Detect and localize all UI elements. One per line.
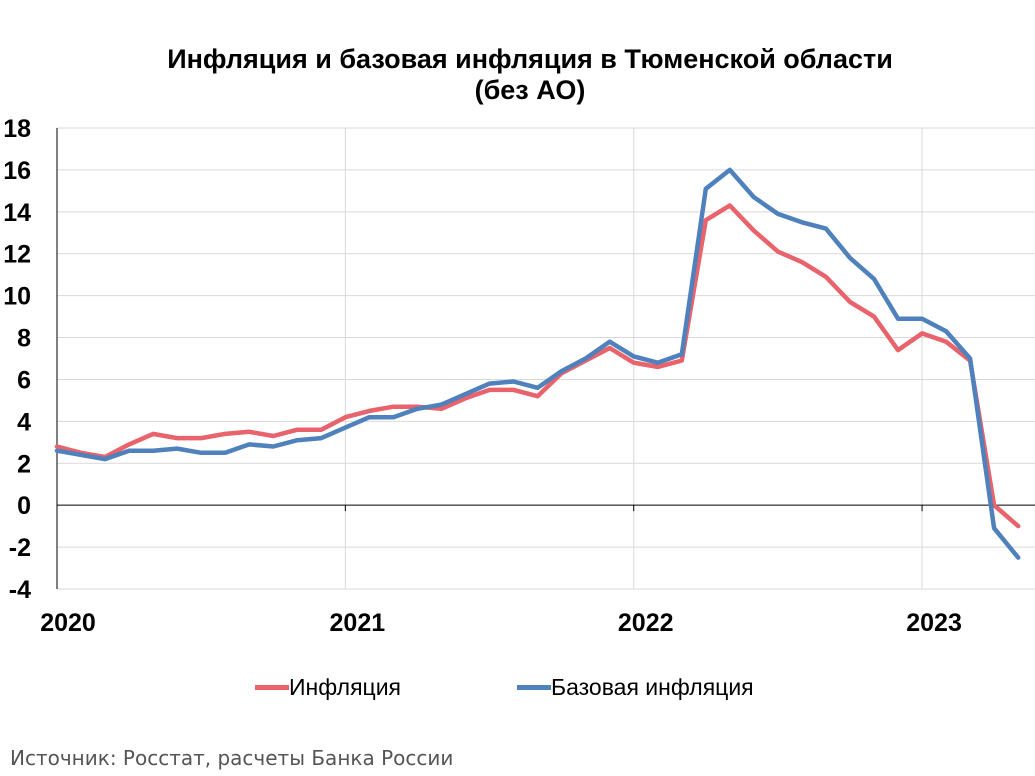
chart-title-main: Инфляция и базовая инфляция в Тюменской … <box>167 44 893 74</box>
x-tick-label: 2021 <box>330 609 386 637</box>
axes <box>56 128 1035 589</box>
y-tick-labels: 18 16 14 12 10 8 6 4 2 0 -2 -4 <box>3 115 31 604</box>
y-tick-label: 16 <box>3 157 31 185</box>
series-line-inflation <box>54 203 1021 529</box>
y-tick-label: 10 <box>3 283 31 311</box>
legend-label-inflation: Инфляция <box>289 673 402 700</box>
x-tick-label: 2023 <box>906 609 962 637</box>
source-note: Источник: Росстат, расчеты Банка России <box>10 746 454 770</box>
legend-swatch-core-inflation <box>517 684 551 690</box>
grid-lines <box>57 127 1035 590</box>
series-lines <box>54 167 1021 560</box>
y-tick-label: -2 <box>9 534 31 562</box>
x-tick-label: 2020 <box>40 609 96 637</box>
x-tick-label: 2022 <box>618 609 674 637</box>
y-tick-label: 8 <box>17 325 31 353</box>
legend-swatch-inflation <box>255 684 289 690</box>
y-tick-label: 4 <box>17 408 31 436</box>
y-tick-label: 18 <box>3 115 31 143</box>
y-tick-label: -4 <box>9 576 31 604</box>
legend-label-core-inflation: Базовая инфляция <box>551 673 754 700</box>
y-tick-label: 0 <box>17 492 31 520</box>
legend-item-core-inflation: Базовая инфляция <box>517 671 754 703</box>
chart-title: Инфляция и базовая инфляция в Тюменской … <box>0 44 1035 106</box>
legend-item-inflation: Инфляция <box>255 671 401 703</box>
x-tick-labels: 2020 2021 2022 2023 <box>40 609 962 637</box>
line-chart: 18 16 14 12 10 8 6 4 2 0 -2 -4 2020 2021 2022 2023 <box>3 115 1035 637</box>
legend: Инфляция Базовая инфляция <box>0 671 1035 703</box>
y-tick-label: 2 <box>17 450 31 478</box>
y-tick-label: 12 <box>3 241 31 269</box>
y-tick-label: 14 <box>3 199 31 227</box>
chart-subtitle: (без АО) <box>474 75 586 105</box>
y-tick-label: 6 <box>17 366 31 394</box>
series-line-core-inflation <box>54 167 1021 560</box>
